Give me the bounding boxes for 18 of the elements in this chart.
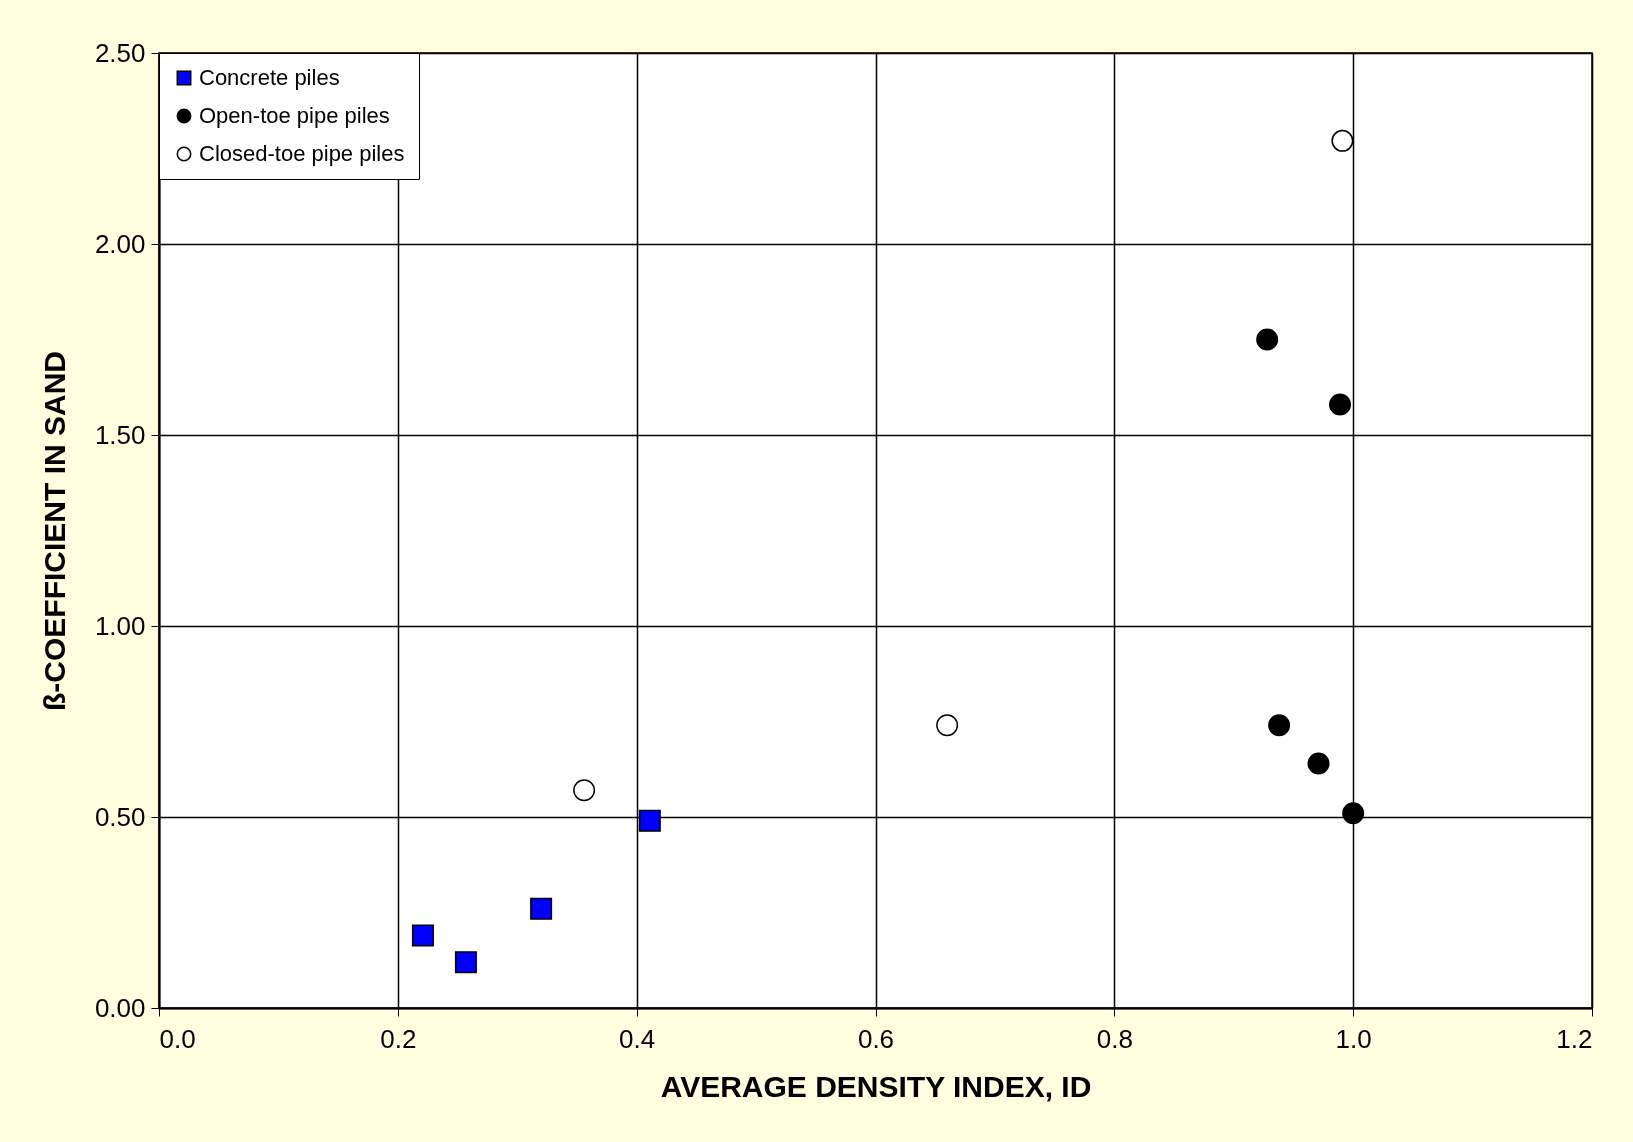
y-tick-label: 2.50 [94, 37, 146, 68]
x-axis-title: AVERAGE DENSITY INDEX, ID [660, 1069, 1092, 1103]
x-tick-label: 0.0 [159, 1023, 196, 1054]
legend-label: Open-toe pipe piles [199, 103, 390, 128]
y-tick-label: 0.00 [94, 992, 146, 1023]
y-tick-label: 0.50 [94, 801, 146, 832]
y-tick-label: 2.00 [94, 228, 146, 259]
x-tick-label: 1.0 [1335, 1023, 1372, 1054]
x-tick-label: 0.4 [619, 1023, 656, 1054]
x-tick-label: 0.2 [380, 1023, 417, 1054]
y-axis-title: ß-COEFFICIENT IN SAND [37, 351, 71, 711]
y-tick-label: 1.50 [94, 419, 146, 450]
x-tick-label: 0.8 [1096, 1023, 1133, 1054]
legend-label: Closed-toe pipe piles [199, 141, 405, 166]
y-tick-label: 1.00 [94, 610, 146, 641]
x-tick-label: 0.6 [857, 1023, 895, 1054]
legend-label: Concrete piles [199, 65, 340, 90]
x-tick-label: 1.2 [1556, 1023, 1593, 1054]
